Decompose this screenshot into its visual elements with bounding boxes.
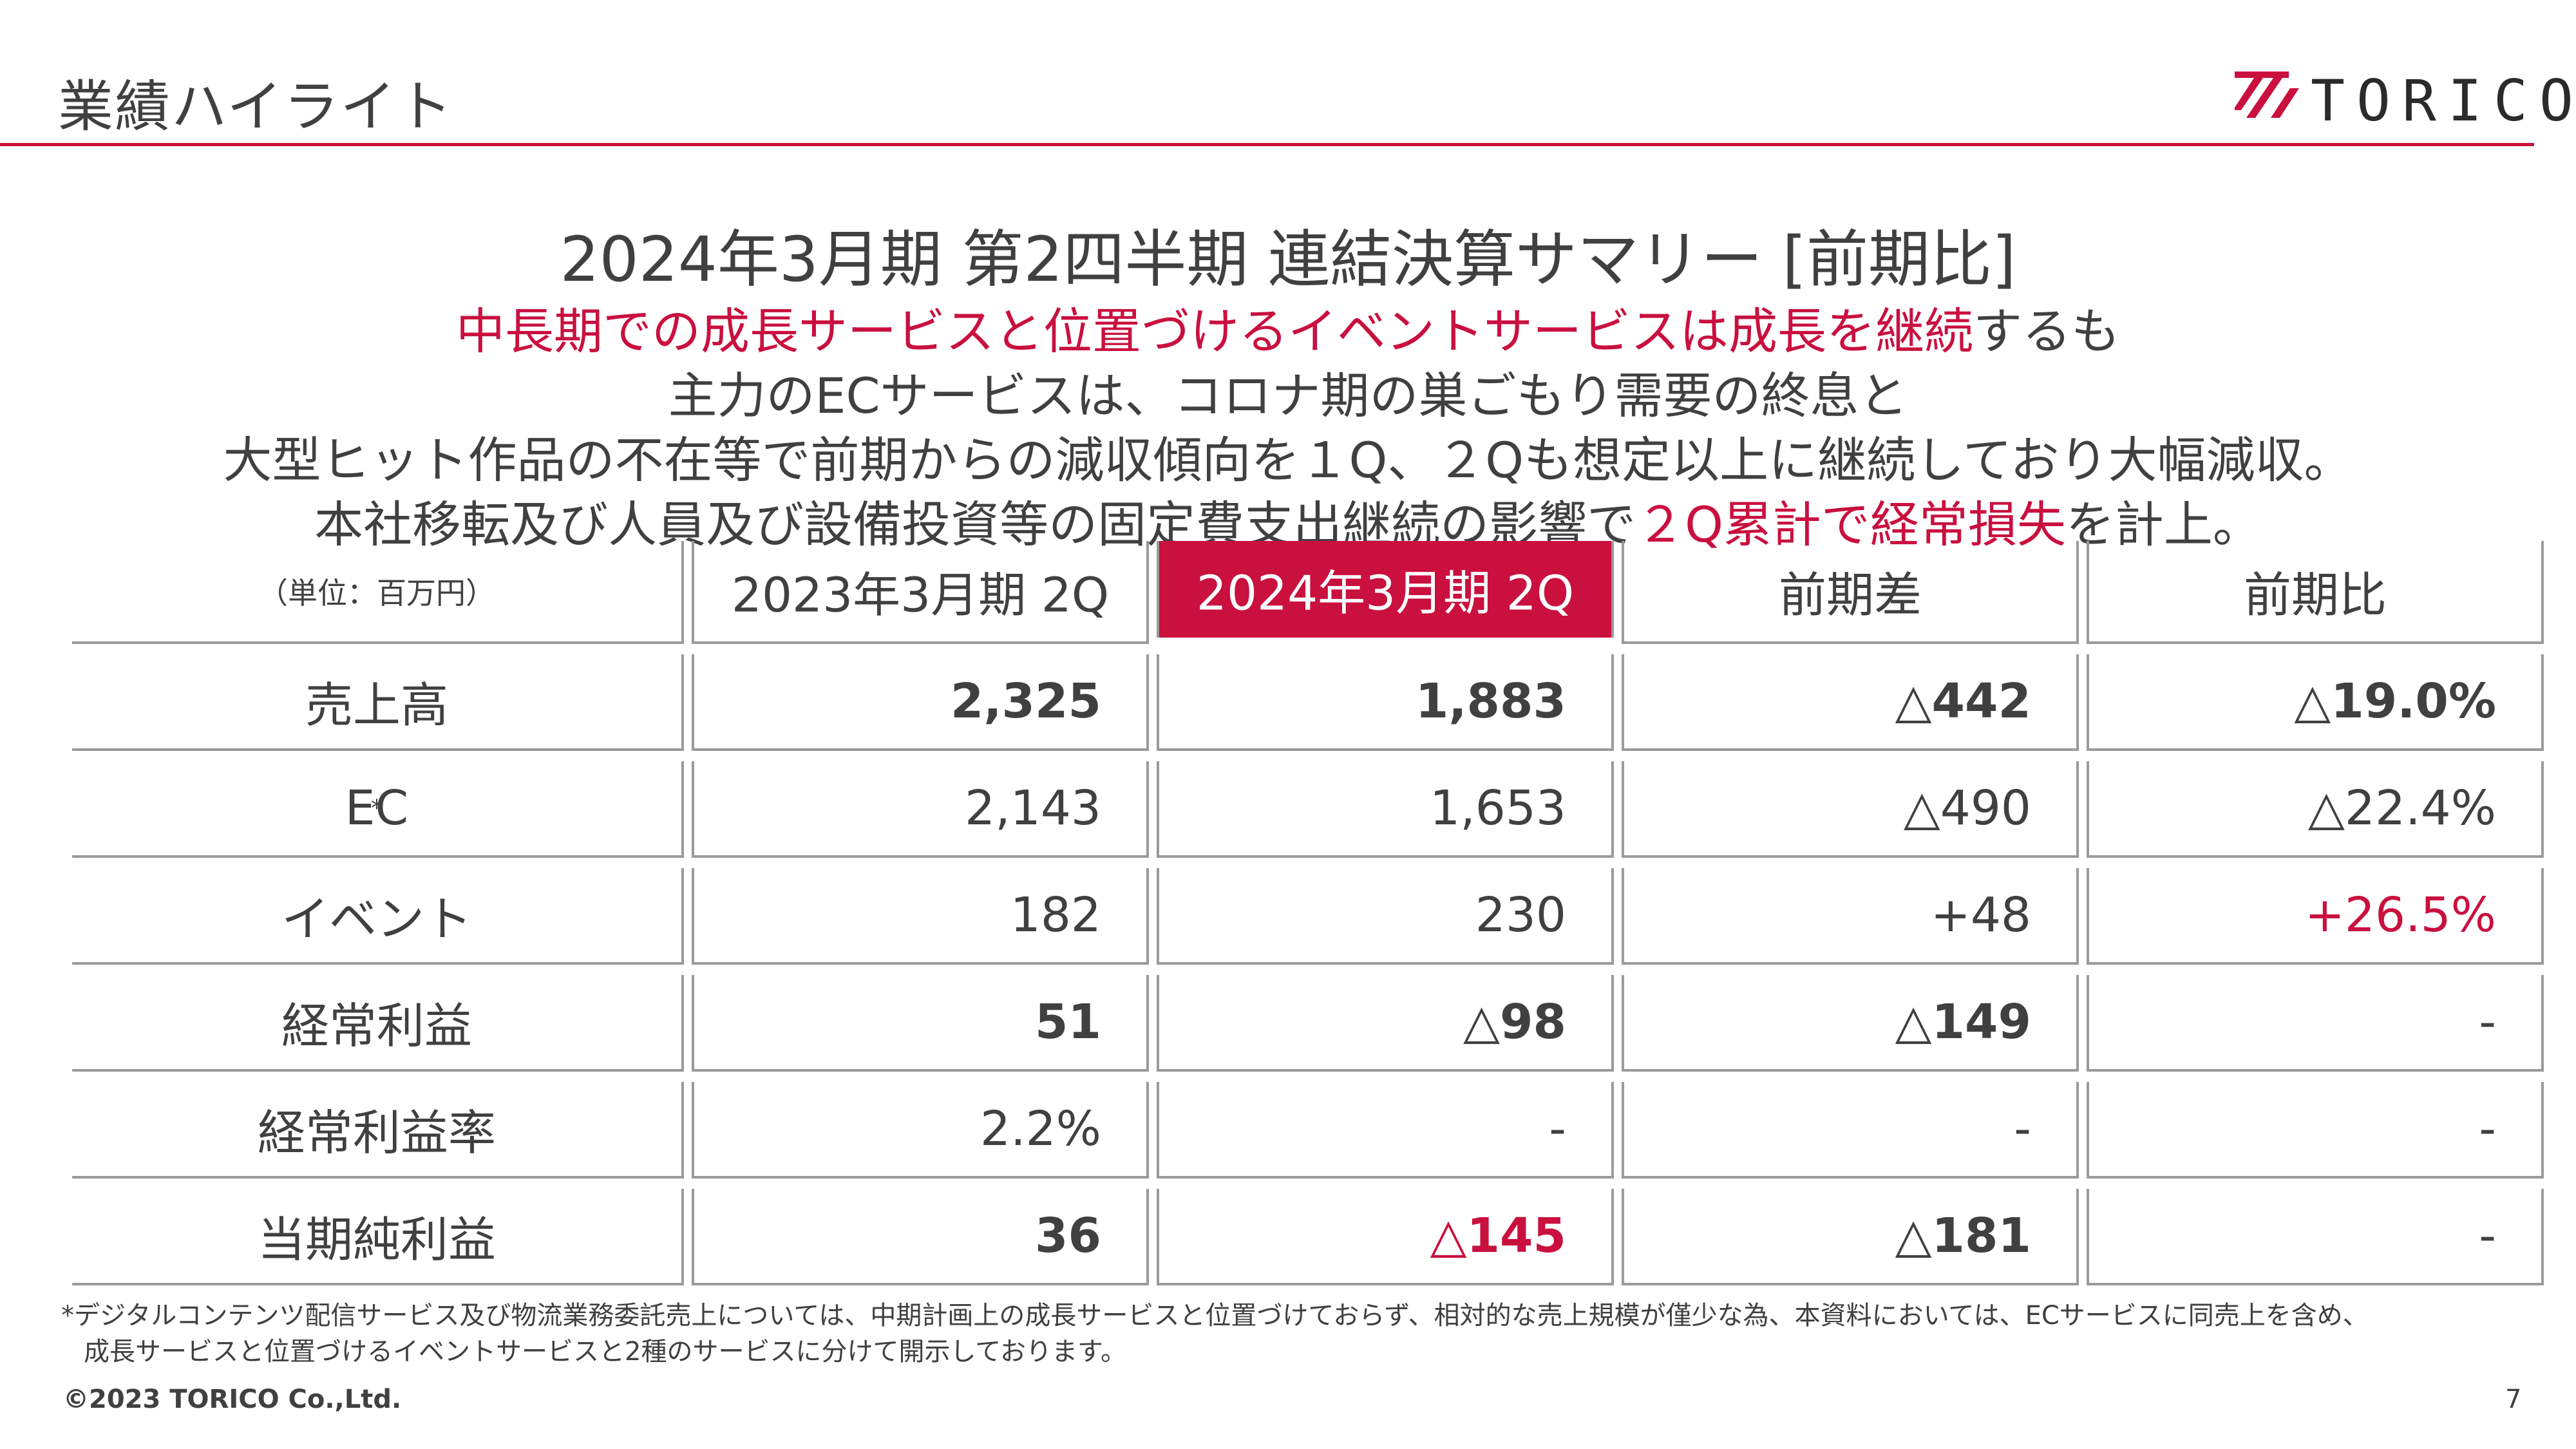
table-cell: +48 <box>1622 868 2079 965</box>
copyright: ©2023 TORICO Co.,Ltd. <box>63 1385 402 1414</box>
torico-logo: TORICO <box>2235 68 2573 134</box>
table-cell: - <box>2087 1082 2544 1179</box>
table-cell: - <box>2087 975 2544 1072</box>
footnote-line-1: *デジタルコンテンツ配信サービス及び物流業務委託売上については、中期計画上の成長… <box>61 1301 2369 1331</box>
logo-text: TORICO <box>2311 68 2576 134</box>
table-cell: 1,883 <box>1157 654 1614 751</box>
table-row-label: 当期純利益 <box>72 1189 684 1285</box>
table-cell: +26.5% <box>2087 868 2544 965</box>
summary-text: 中長期での成長サービスと位置づけるイベントサービスは成長を継続するも 主力のEC… <box>0 299 2576 557</box>
header-divider <box>0 143 2534 146</box>
summary-highlight: ２Q累計で経常損失 <box>1636 496 2066 553</box>
summary-line-3: 大型ヒット作品の不在等で前期からの減収傾向を１Q、２Qも想定以上に継続しており大… <box>223 431 2353 489</box>
table-cell: △149 <box>1622 975 2079 1072</box>
table-cell: 182 <box>692 868 1149 965</box>
table-cell: 230 <box>1157 868 1614 965</box>
page-title: 業績ハイライト <box>58 75 454 139</box>
summary-title: 2024年3月期 第2四半期 連結決算サマリー [前期比] <box>560 223 2016 296</box>
table-cell: 51 <box>692 975 1149 1072</box>
footnote-line-2: 成長サービスと位置づけるイベントサービスと2種のサービスに分けて開示しております… <box>84 1337 1127 1367</box>
summary-line-1: 中長期での成長サービスと位置づけるイベントサービスは成長を継続するも <box>456 303 2120 360</box>
table-row-label: 経常利益率 <box>72 1082 684 1179</box>
table-cell: - <box>1622 1082 2079 1179</box>
table-cell: △181 <box>1622 1189 2079 1285</box>
table-cell: 2.2% <box>692 1082 1149 1179</box>
table-cell: △22.4% <box>2087 761 2544 858</box>
table-cell: 2,325 <box>692 654 1149 751</box>
table-cell: △145 <box>1157 1189 1614 1285</box>
table-cell: 1,653 <box>1157 761 1614 858</box>
table-cell: 2,143 <box>692 761 1149 858</box>
page-number: 7 <box>2505 1385 2522 1414</box>
table-cell: 36 <box>692 1189 1149 1285</box>
unit-label: （単位：百万円） <box>72 541 684 644</box>
logo-mark-icon <box>2235 71 2299 118</box>
table-row-label: 経常利益 <box>72 975 684 1072</box>
column-header-current: 2024年3月期 2Q <box>1157 541 1614 638</box>
table-cell: - <box>1157 1082 1614 1179</box>
summary-line-4: 本社移転及び人員及び設備投資等の固定費支出継続の影響で２Q累計で経常損失を計上。 <box>314 496 2262 553</box>
table-cell: △490 <box>1622 761 2079 858</box>
table-cell: △98 <box>1157 975 1614 1072</box>
summary-line-2: 主力のECサービスは、コロナ期の巣ごもり需要の終息と <box>668 367 1908 424</box>
table-row-label: イベント <box>72 868 684 965</box>
column-header: 前期差 <box>1622 541 2079 644</box>
table-cell: △19.0% <box>2087 654 2544 751</box>
table-cell: △442 <box>1622 654 2079 751</box>
column-header: 前期比 <box>2087 541 2544 644</box>
summary-highlight: 中長期での成長サービスと位置づけるイベントサービスは成長を継続 <box>456 303 1973 360</box>
table-row-label: EC * <box>72 761 684 858</box>
table-cell: - <box>2087 1189 2544 1285</box>
footnote: *デジタルコンテンツ配信サービス及び物流業務委託売上については、中期計画上の成長… <box>61 1298 2560 1370</box>
column-header: 2023年3月期 2Q <box>692 541 1149 644</box>
table-row-label: 売上高 <box>72 654 684 751</box>
